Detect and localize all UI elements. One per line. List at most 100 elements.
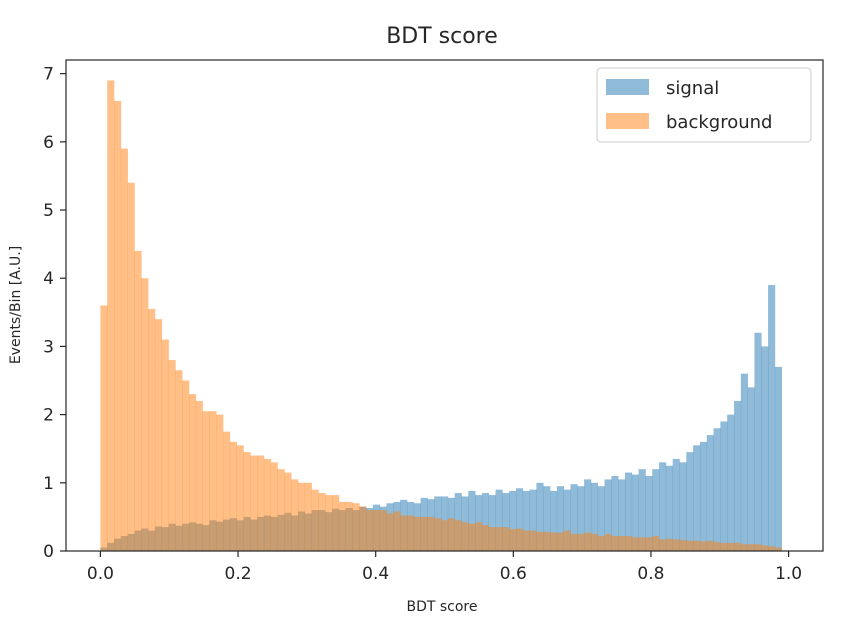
background-bar [229,441,237,551]
background-bar [277,469,285,551]
background-bar [768,546,776,551]
background-bar [529,530,537,551]
signal-bar [522,490,530,551]
background-bar [332,495,340,551]
legend-label-signal: signal [666,78,719,99]
x-tick-label: 0.6 [500,564,527,584]
background-bar [461,522,469,551]
signal-bar [584,479,592,551]
signal-bar [468,490,476,551]
background-bar [550,532,558,551]
background-bar [223,431,231,551]
background-bar [720,542,728,551]
background-bar [386,513,394,551]
background-bar [774,547,783,551]
signal-bar [713,428,721,551]
signal-bar [645,475,653,551]
background-bar [522,530,530,551]
x-tick-label: 1.0 [775,564,802,584]
background-bar [141,278,149,551]
background-bar [304,482,312,551]
background-bar [188,394,197,551]
background-bar [699,541,708,551]
background-bar [679,540,687,551]
signal-bar [577,486,585,551]
y-tick-label: 5 [43,201,54,221]
background-bar [706,540,714,551]
signal-bar [679,462,687,551]
background-bar [543,531,551,551]
legend-swatch-background [606,113,649,129]
signal-bar [665,465,673,551]
signal-bar [652,469,660,551]
signal-bar [706,435,714,551]
background-bar [195,400,203,551]
background-bar [338,501,346,551]
background-bar [441,520,449,551]
y-tick-label: 6 [43,133,54,153]
signal-bar [699,441,708,551]
background-bar [284,472,292,551]
bars-layer [100,80,783,552]
x-axis-label: BDT score [406,599,477,615]
background-bar [243,452,251,551]
signal-bar [659,462,667,551]
x-tick-label: 0.4 [362,564,389,584]
background-bar [359,506,367,551]
background-bar [740,544,748,551]
background-bar [468,523,476,551]
background-bar [625,536,633,551]
background-bar [379,510,387,551]
background-bar [645,537,653,551]
chart-title: BDT score [386,24,498,49]
signal-bar [761,346,769,551]
signal-bar [543,486,551,551]
ticks-layer: 0.0 0.2 0.4 0.6 0.8 1.0 0 1 2 3 4 5 6 7 [43,65,802,584]
background-bar [154,319,163,551]
x-tick-label: 0.8 [637,564,664,584]
signal-bar [672,458,680,551]
signal-bar [611,475,619,551]
background-bar [216,414,224,551]
background-bar [318,493,326,551]
x-tick-label: 0.2 [225,564,252,584]
signal-bar [638,469,646,551]
signal-bar [604,479,612,551]
y-tick-label: 1 [43,474,54,494]
background-bar [311,489,319,552]
background-bar [114,100,122,552]
background-bar [502,527,510,551]
background-bar [202,411,210,551]
background-bar [420,516,428,551]
background-bar [638,537,646,551]
signal-bar [509,490,517,551]
background-bar [372,510,381,551]
background-bar [693,540,701,551]
background-bar [182,380,190,551]
y-tick-label: 4 [43,269,54,289]
background-bar [413,516,421,551]
background-bar [734,542,742,551]
signal-bar [693,445,701,551]
background-bar [209,411,217,551]
background-bar [406,515,415,551]
background-bar [747,544,755,551]
background-bar [393,511,401,551]
background-bar [400,515,408,551]
signal-bar [516,488,524,551]
signal-bar [734,400,742,551]
background-bar [556,532,564,551]
signal-bar [495,489,503,552]
background-bar [134,250,142,551]
background-bar [291,479,299,551]
background-bar [563,530,571,551]
signal-bar [747,387,755,551]
signal-bar [618,479,626,551]
background-bar [761,545,769,551]
background-bar [447,518,455,551]
background-bar [481,525,490,551]
background-bar [516,528,524,551]
signal-bar [720,421,728,551]
signal-bar [774,366,783,552]
background-bar [536,531,544,551]
